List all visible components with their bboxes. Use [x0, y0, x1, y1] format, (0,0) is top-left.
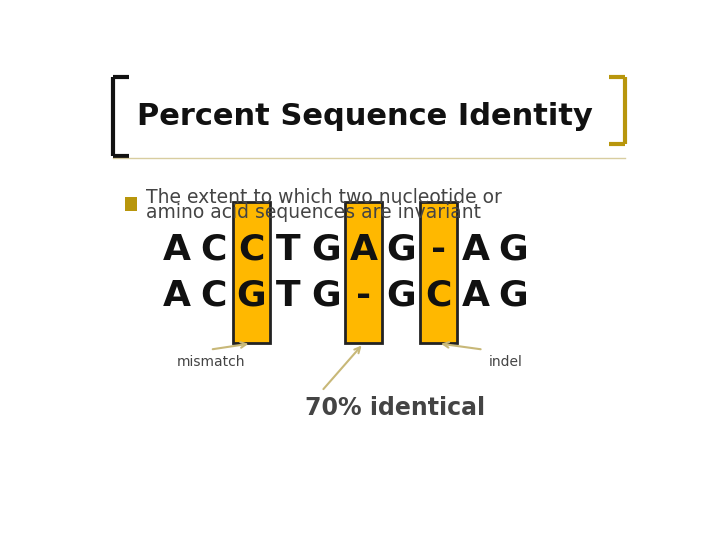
Text: indel: indel — [489, 355, 523, 369]
Text: G: G — [498, 233, 528, 267]
Text: G: G — [236, 279, 266, 313]
Text: mismatch: mismatch — [176, 355, 245, 369]
Text: T: T — [276, 279, 301, 313]
Text: A: A — [462, 233, 490, 267]
Text: G: G — [386, 279, 415, 313]
FancyBboxPatch shape — [420, 202, 456, 343]
FancyBboxPatch shape — [125, 197, 137, 211]
Text: A: A — [163, 233, 191, 267]
Text: C: C — [238, 233, 264, 267]
FancyBboxPatch shape — [233, 202, 270, 343]
Text: A: A — [462, 279, 490, 313]
Text: T: T — [276, 233, 301, 267]
Text: Percent Sequence Identity: Percent Sequence Identity — [138, 102, 593, 131]
Text: G: G — [498, 279, 528, 313]
Text: A: A — [349, 233, 377, 267]
Text: C: C — [425, 279, 451, 313]
Text: G: G — [311, 279, 341, 313]
Text: A: A — [163, 279, 191, 313]
Text: C: C — [201, 233, 227, 267]
Text: G: G — [386, 233, 415, 267]
FancyBboxPatch shape — [345, 202, 382, 343]
Text: The extent to which two nucleotide or: The extent to which two nucleotide or — [145, 188, 502, 207]
Text: amino acid sequences are invariant: amino acid sequences are invariant — [145, 203, 481, 222]
Text: -: - — [431, 233, 446, 267]
Text: -: - — [356, 279, 371, 313]
Text: G: G — [311, 233, 341, 267]
Text: C: C — [201, 279, 227, 313]
Text: 70% identical: 70% identical — [305, 396, 485, 420]
